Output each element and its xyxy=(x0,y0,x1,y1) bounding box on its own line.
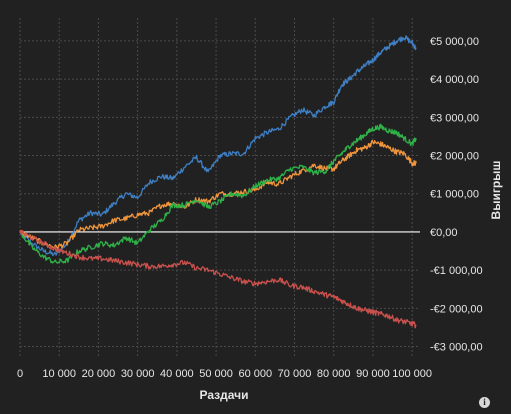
y-tick-label: -€1 000,00 xyxy=(430,265,483,277)
x-axis-title: Раздачи xyxy=(200,388,249,402)
y-tick-label: €5 000,00 xyxy=(430,36,479,48)
y-tick-label: €1 000,00 xyxy=(430,189,479,201)
x-tick-label: 20 000 xyxy=(82,368,116,380)
y-tick-label: €0,00 xyxy=(430,227,458,239)
x-tick-label: 70 000 xyxy=(278,368,312,380)
y-axis-title: Выигрыш xyxy=(489,161,503,220)
x-tick-label: 0 xyxy=(17,368,23,380)
x-tick-label: 10 000 xyxy=(42,368,76,380)
x-tick-label: 60 000 xyxy=(238,368,272,380)
y-tick-label: €2 000,00 xyxy=(430,151,479,163)
x-tick-label: 30 000 xyxy=(121,368,155,380)
series-line-4 xyxy=(19,229,417,329)
x-tick-label: 90 000 xyxy=(356,368,390,380)
series-line-3 xyxy=(19,123,417,264)
x-tick-label: 80 000 xyxy=(317,368,351,380)
y-tick-label: -€2 000,00 xyxy=(430,303,483,315)
y-tick-label: -€3 000,00 xyxy=(430,342,483,354)
x-tick-label: 100 000 xyxy=(392,368,432,380)
y-tick-label: €3 000,00 xyxy=(430,112,479,124)
series-line-1 xyxy=(19,35,417,257)
info-icon[interactable]: i xyxy=(479,397,490,408)
x-tick-label: 40 000 xyxy=(160,368,194,380)
y-tick-label: €4 000,00 xyxy=(430,74,479,86)
x-tick-label: 50 000 xyxy=(199,368,233,380)
series-line-2 xyxy=(19,140,417,250)
